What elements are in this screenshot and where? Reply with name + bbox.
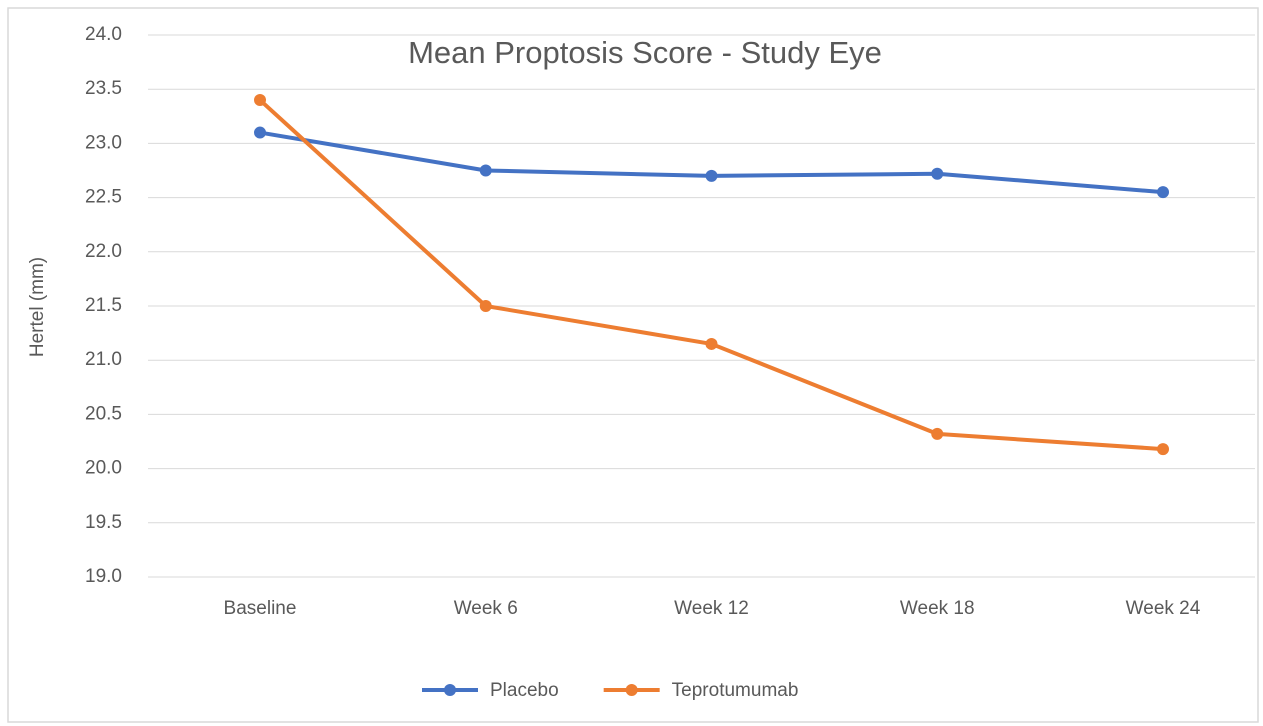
chart-title: Mean Proptosis Score - Study Eye: [408, 35, 882, 70]
x-tick-label: Week 18: [900, 598, 975, 619]
data-point: [1157, 443, 1169, 456]
data-point: [479, 164, 492, 177]
y-tick-label: 21.0: [85, 349, 122, 370]
chart-frame: [7, 7, 1259, 723]
x-tick-label: Week 6: [454, 598, 518, 619]
data-point: [931, 427, 944, 440]
y-tick-label: 19.5: [85, 512, 122, 533]
data-point: [705, 337, 718, 350]
legend-label: Teprotumumab: [672, 680, 799, 701]
legend-marker: [625, 684, 638, 696]
data-point: [1157, 186, 1169, 199]
y-tick-label: 22.5: [85, 187, 122, 208]
x-tick-label: Week 24: [1126, 598, 1201, 619]
y-tick-label: 22.0: [85, 241, 122, 262]
data-point: [479, 300, 492, 312]
y-tick-label: 20.5: [85, 403, 122, 424]
y-tick-label: 19.0: [85, 566, 122, 587]
y-axis-label: Hertel (mm): [27, 257, 48, 357]
y-tick-label: 20.0: [85, 458, 122, 479]
data-point: [254, 94, 266, 107]
legend-label: Placebo: [490, 680, 559, 701]
legend-marker: [444, 684, 456, 696]
y-tick-label: 21.5: [85, 295, 122, 316]
data-point: [705, 169, 718, 182]
x-tick-label: Baseline: [224, 598, 297, 619]
x-tick-label: Week 12: [674, 598, 749, 619]
y-tick-label: 24.0: [85, 24, 122, 45]
y-tick-label: 23.5: [85, 78, 122, 99]
data-point: [254, 126, 266, 139]
y-tick-label: 23.0: [85, 132, 122, 153]
data-point: [931, 167, 944, 180]
